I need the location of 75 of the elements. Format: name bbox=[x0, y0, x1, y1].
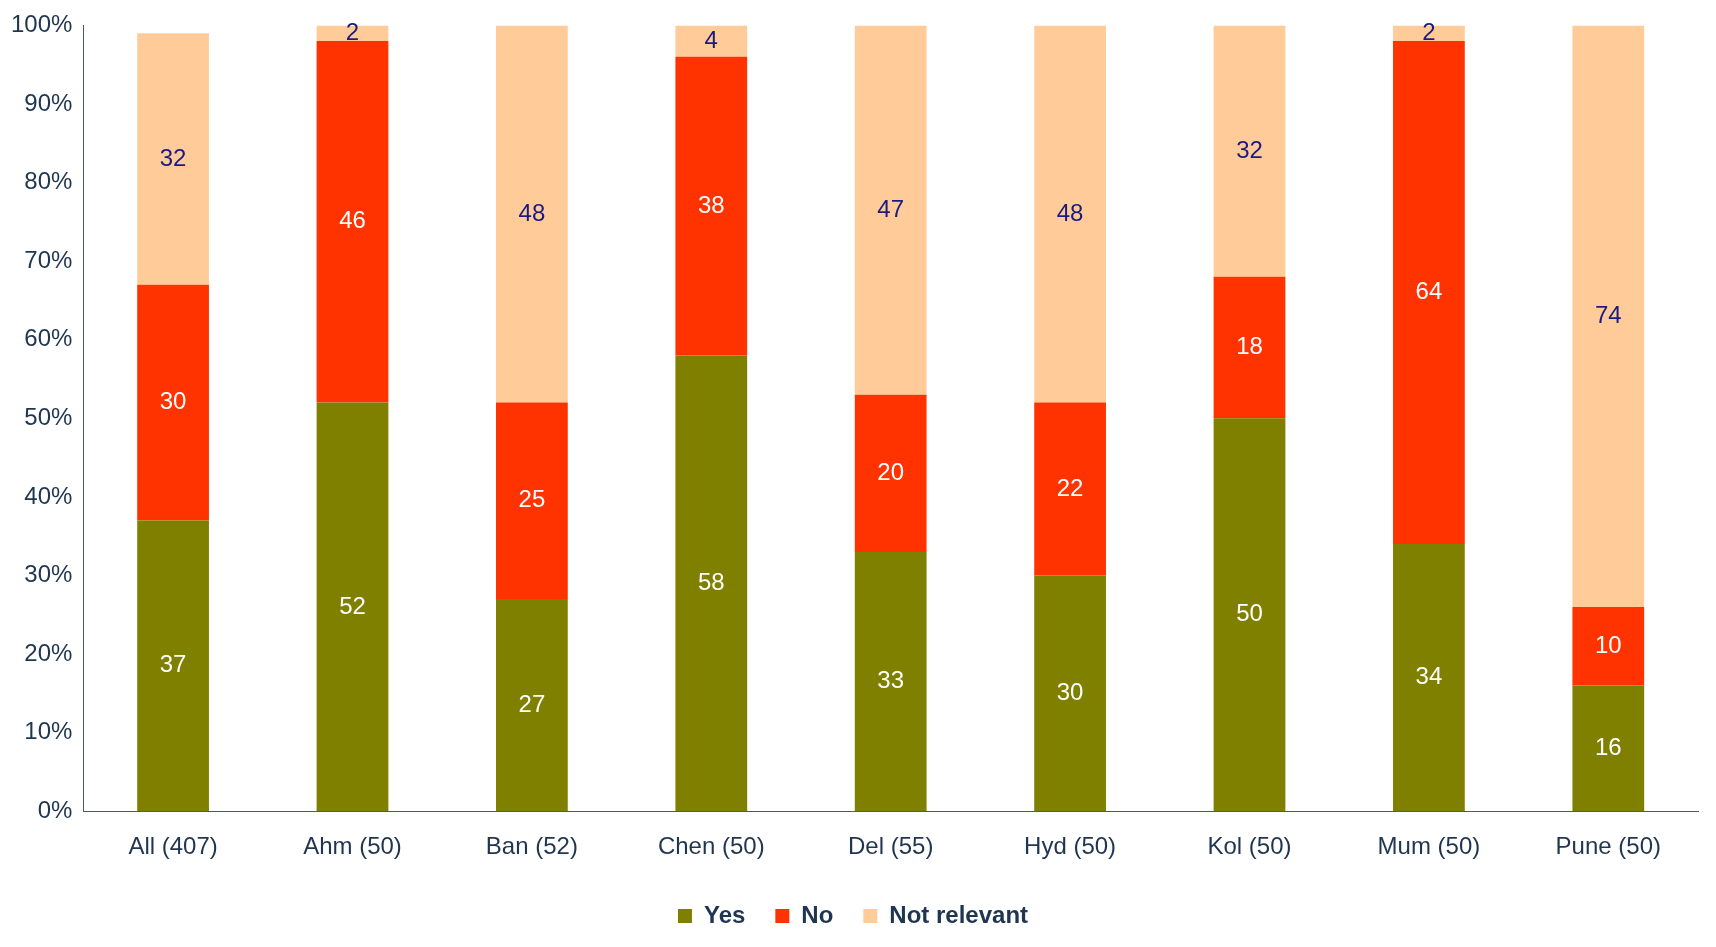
bar bbox=[854, 394, 927, 552]
data-label: 58 bbox=[697, 567, 725, 595]
bar bbox=[854, 551, 927, 812]
y-tick-label: 70% bbox=[24, 245, 73, 273]
x-tick-label: Kol (50) bbox=[1207, 832, 1292, 860]
data-label: 64 bbox=[1415, 277, 1443, 305]
y-tick-label: 50% bbox=[24, 402, 73, 430]
bar bbox=[316, 402, 389, 812]
bar bbox=[1213, 25, 1286, 277]
data-label: 38 bbox=[697, 190, 725, 218]
x-tick-label: Ahm (50) bbox=[303, 832, 402, 860]
x-tick-label: Mum (50) bbox=[1377, 832, 1481, 860]
legend-label: Not relevant bbox=[889, 900, 1029, 928]
y-tick-label: 0% bbox=[37, 795, 73, 823]
bar bbox=[1034, 402, 1106, 576]
data-label: 16 bbox=[1594, 732, 1622, 760]
y-tick-label: 20% bbox=[24, 638, 73, 666]
y-tick-label: 10% bbox=[24, 717, 73, 745]
x-tick-label: Chen (50) bbox=[657, 832, 765, 860]
bar bbox=[137, 33, 209, 285]
bar bbox=[496, 25, 568, 403]
data-label: 20 bbox=[877, 457, 905, 485]
x-tick-label: Ban (52) bbox=[485, 832, 578, 860]
data-label: 18 bbox=[1236, 332, 1263, 360]
data-label: 32 bbox=[1236, 135, 1263, 163]
bar bbox=[496, 402, 568, 600]
bar bbox=[675, 25, 748, 57]
x-tick-label: Del (55) bbox=[848, 832, 934, 860]
bar bbox=[854, 25, 927, 395]
data-label: 25 bbox=[518, 485, 546, 513]
bar bbox=[1034, 575, 1106, 812]
data-label: 2 bbox=[1422, 17, 1436, 45]
y-tick-label: 80% bbox=[24, 167, 73, 195]
data-label: 10 bbox=[1594, 630, 1622, 658]
bar bbox=[1572, 685, 1645, 812]
bar bbox=[675, 56, 748, 356]
data-label: 47 bbox=[877, 194, 905, 222]
bar bbox=[137, 520, 209, 812]
data-label: 46 bbox=[339, 206, 366, 234]
data-label: 30 bbox=[1056, 677, 1084, 705]
data-label: 37 bbox=[159, 650, 187, 678]
data-label: 48 bbox=[518, 198, 546, 226]
bar bbox=[1572, 25, 1645, 607]
y-tick-label: 30% bbox=[24, 560, 73, 588]
data-label: 27 bbox=[518, 689, 546, 717]
y-tick-label: 40% bbox=[24, 481, 73, 509]
bar bbox=[496, 599, 568, 812]
y-tick-label: 90% bbox=[24, 88, 73, 116]
bar bbox=[1213, 418, 1286, 812]
bar bbox=[1034, 25, 1106, 403]
y-tick-label: 100% bbox=[10, 10, 73, 38]
x-tick-label: All (407) bbox=[128, 832, 218, 860]
legend-label: No bbox=[801, 900, 834, 928]
bar bbox=[675, 355, 748, 812]
data-label: 74 bbox=[1594, 300, 1622, 328]
x-tick-label: Hyd (50) bbox=[1024, 832, 1117, 860]
bar bbox=[1393, 544, 1465, 812]
y-tick-label: 60% bbox=[24, 324, 73, 352]
data-label: 33 bbox=[877, 666, 905, 694]
x-tick-label: Pune (50) bbox=[1555, 832, 1661, 860]
data-label: 48 bbox=[1056, 198, 1084, 226]
bar bbox=[1572, 606, 1645, 686]
bar bbox=[1213, 276, 1286, 419]
bar bbox=[316, 41, 389, 403]
bar bbox=[137, 284, 209, 521]
data-label: 22 bbox=[1056, 473, 1084, 501]
data-label: 4 bbox=[704, 25, 718, 53]
data-label: 34 bbox=[1415, 662, 1443, 690]
data-label: 30 bbox=[159, 387, 187, 415]
data-label: 32 bbox=[159, 143, 187, 171]
bar bbox=[1393, 41, 1465, 545]
legend-label: Yes bbox=[703, 900, 746, 928]
data-label: 2 bbox=[345, 17, 360, 45]
data-label: 52 bbox=[339, 591, 366, 619]
data-label: 50 bbox=[1236, 599, 1263, 627]
